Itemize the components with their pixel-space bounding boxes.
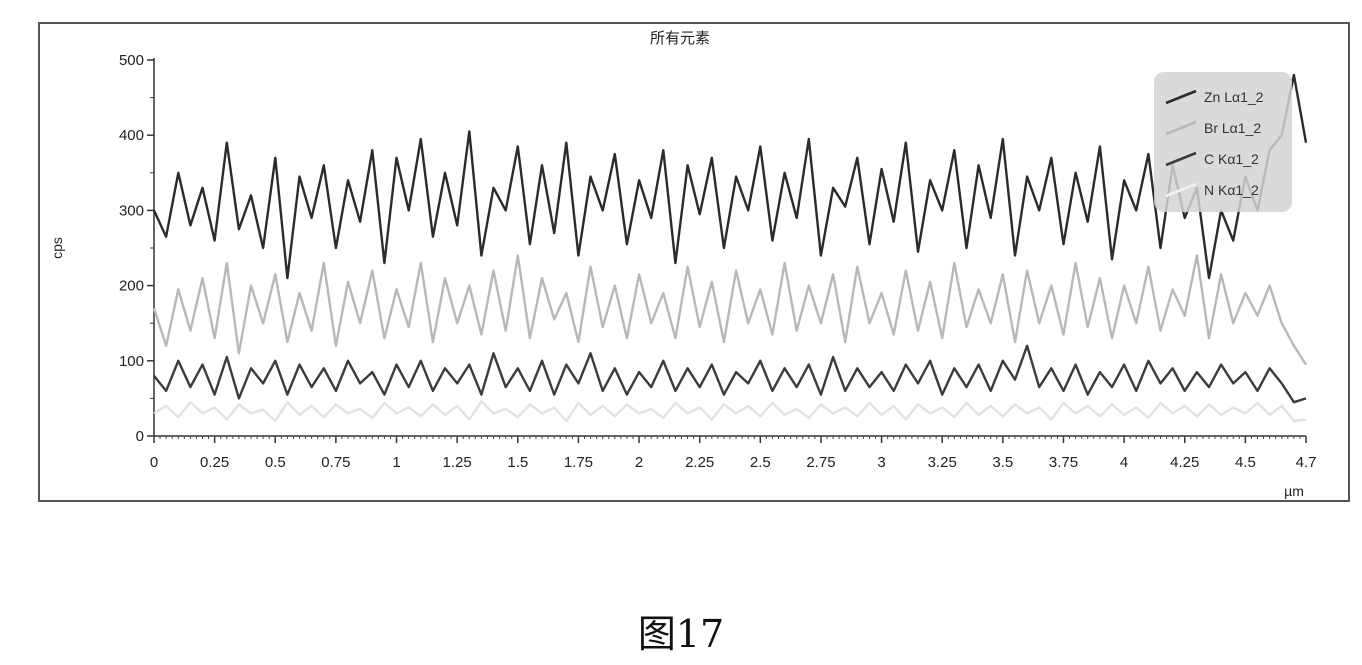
series-line-2 bbox=[153, 344, 1307, 404]
y-tick-label: 200 bbox=[119, 278, 144, 295]
legend-entry: N Kα1_2 bbox=[1204, 182, 1259, 198]
series-line-0 bbox=[152, 73, 1308, 280]
legend-swatch bbox=[1165, 182, 1197, 198]
x-tick-label: 2 bbox=[635, 454, 643, 471]
legend-entry: C Kα1_2 bbox=[1204, 151, 1259, 167]
legend-swatch bbox=[1165, 120, 1197, 136]
x-tick-label: 1.75 bbox=[564, 454, 593, 471]
x-tick-label: 0 bbox=[150, 454, 158, 471]
x-tick-label: 4.7 bbox=[1296, 454, 1317, 471]
x-tick-label: 0.5 bbox=[265, 454, 286, 471]
x-tick-label: 1 bbox=[392, 454, 400, 471]
legend-entry: Zn Lα1_2 bbox=[1204, 89, 1264, 105]
y-tick-label: 0 bbox=[136, 428, 144, 445]
x-tick-label: 4.5 bbox=[1235, 454, 1256, 471]
x-tick-label: 2.25 bbox=[685, 454, 714, 471]
legend: Zn Lα1_2 Br Lα1_2 C Kα1_2 N Kα1_2 bbox=[1154, 72, 1292, 212]
x-tick-label: 3.5 bbox=[992, 454, 1013, 471]
x-tick-label: 2.5 bbox=[750, 454, 771, 471]
series-line-1 bbox=[152, 254, 1308, 366]
chart-frame bbox=[38, 22, 1350, 502]
chart-title: 所有元素 bbox=[650, 29, 710, 47]
y-tick-label: 300 bbox=[119, 202, 144, 219]
series-line-3 bbox=[153, 400, 1307, 423]
x-tick-label: 3.75 bbox=[1049, 454, 1078, 471]
figure-caption: 图17 bbox=[637, 612, 725, 656]
legend-box bbox=[1154, 72, 1292, 212]
x-tick-label: 1.25 bbox=[443, 454, 472, 471]
axes: 0 100 200 300 400 500 0 0.25 0.5 0.75 1 1.25 1.5 1.75… bbox=[119, 52, 1316, 471]
x-tick-label: 3.25 bbox=[928, 454, 957, 471]
x-axis-label: µm bbox=[1284, 483, 1304, 499]
x-tick-label: 2.75 bbox=[806, 454, 835, 471]
y-tick-label: 500 bbox=[119, 52, 144, 69]
x-tick-label: 0.75 bbox=[321, 454, 350, 471]
x-tick-label: 3 bbox=[877, 454, 885, 471]
x-tick-label: 0.25 bbox=[200, 454, 229, 471]
legend-swatch bbox=[1165, 89, 1197, 105]
x-tick-label: 4.25 bbox=[1170, 454, 1199, 471]
series-layer bbox=[152, 73, 1308, 423]
y-tick-label: 100 bbox=[119, 353, 144, 370]
x-tick-label: 1.5 bbox=[507, 454, 528, 471]
legend-swatch bbox=[1165, 151, 1197, 167]
y-tick-label: 400 bbox=[119, 127, 144, 144]
y-axis-label: cps bbox=[49, 237, 65, 259]
x-tick-label: 4 bbox=[1120, 454, 1128, 471]
legend-entry: Br Lα1_2 bbox=[1204, 120, 1261, 136]
